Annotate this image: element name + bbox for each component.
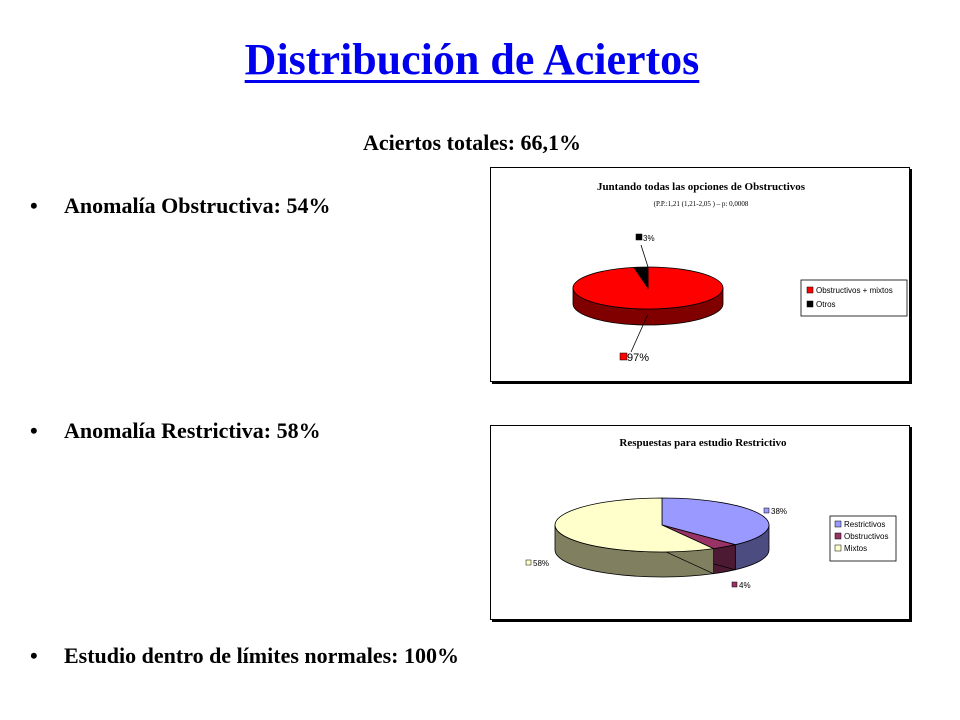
data-label-swatch <box>525 559 532 566</box>
leader-line <box>630 313 649 353</box>
chart-title: Juntando todas las opciones de Obstructi… <box>597 181 806 193</box>
chart-subtitle: (P.P.:1,21 (1,21-2,05 ) – p: 0,0008 <box>654 200 749 208</box>
legend-item: Restrictivos <box>844 520 885 529</box>
leader-line <box>640 244 649 268</box>
data-label-swatch <box>731 581 738 588</box>
bullet-dot: • <box>30 418 38 443</box>
bullet-dot: • <box>30 643 38 668</box>
bullet-normales: • Estudio dentro de límites normales: 100… <box>30 643 459 669</box>
legend-swatch <box>834 544 842 552</box>
legend-item: Obstructivos <box>844 532 888 541</box>
bullet-dot: • <box>30 193 38 218</box>
legend-swatch <box>834 520 842 528</box>
chart-title: Respuestas para estudio Restrictivo <box>619 437 787 449</box>
restrictive-chart: Respuestas para estudio Restrictivo 38% 4… <box>490 425 910 620</box>
pie-slice-mixtos <box>554 497 715 553</box>
restrictive-pie-svg: Respuestas para estudio Restrictivo 38% 4… <box>525 437 897 590</box>
bullet-text: Anomalía Restrictiva: 58% <box>64 418 321 443</box>
data-label-swatch <box>763 507 770 514</box>
bullet-text: Anomalía Obstructiva: 54% <box>64 193 331 218</box>
data-label: 97% <box>627 352 649 364</box>
data-label: 3% <box>643 234 655 243</box>
bullet-text: Estudio dentro de límites normales: 100% <box>64 643 459 668</box>
legend-swatch <box>834 532 842 540</box>
legend-item: Obstructivos + mixtos <box>816 286 893 295</box>
obstructive-pie-svg: Juntando todas las opciones de Obstructi… <box>572 181 908 364</box>
bullet-obstructiva: • Anomalía Obstructiva: 54% <box>30 193 330 219</box>
data-label-swatch <box>619 352 628 361</box>
obstructive-chart: Juntando todas las opciones de Obstructi… <box>490 167 910 382</box>
slide-subtitle: Aciertos totales: 66,1% <box>362 130 582 155</box>
data-label: 58% <box>533 559 549 568</box>
legend-box <box>800 279 908 317</box>
data-label: 4% <box>739 581 751 590</box>
data-label: 38% <box>771 507 787 516</box>
legend-item: Otros <box>816 300 836 309</box>
bullet-restrictiva: • Anomalía Restrictiva: 58% <box>30 418 321 444</box>
legend-swatch <box>806 286 814 294</box>
slide-title: Distribución de Aciertos <box>244 35 700 84</box>
legend-item: Mixtos <box>844 544 867 553</box>
pie-slice-restrictivos <box>661 497 770 546</box>
data-label-swatch <box>635 233 643 241</box>
legend-swatch <box>806 300 814 308</box>
